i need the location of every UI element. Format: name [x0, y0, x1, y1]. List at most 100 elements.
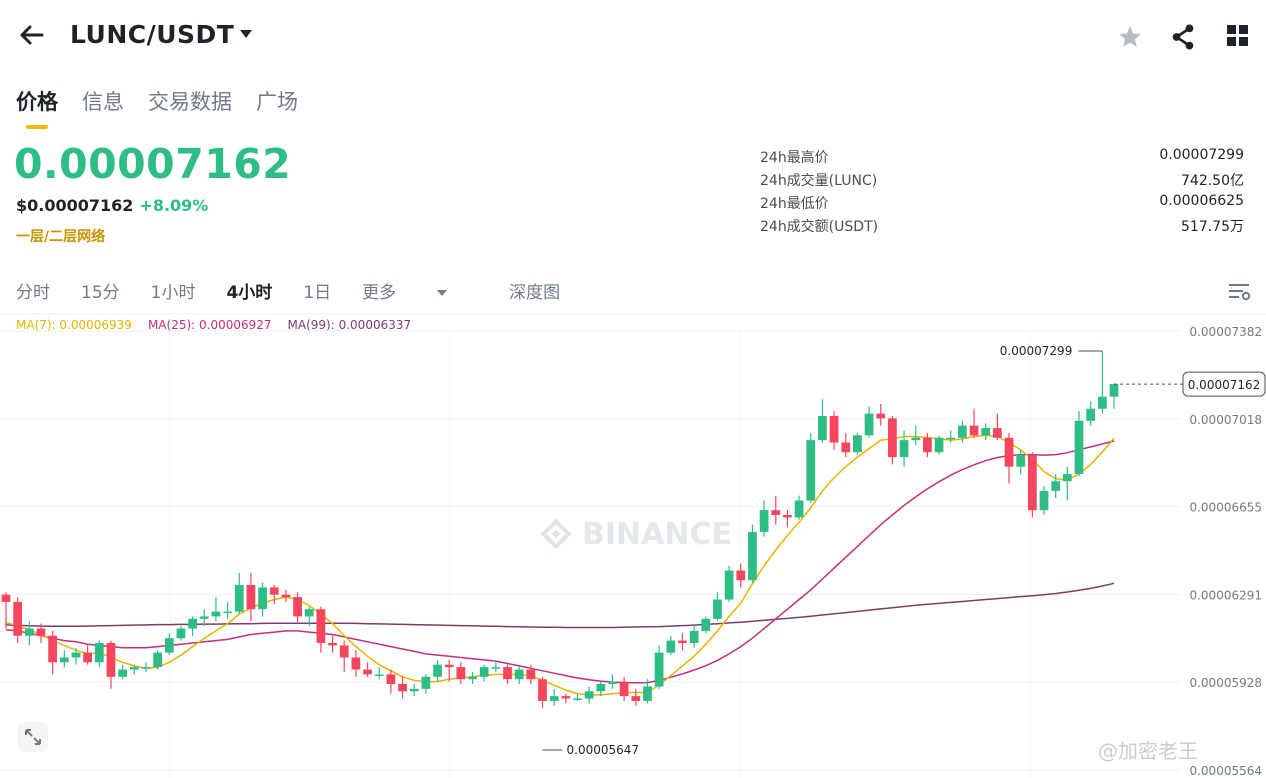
- candle: [129, 664, 139, 675]
- expand-button-bg: [18, 722, 48, 752]
- candle-body: [234, 585, 244, 612]
- watermark-text: BINANCE: [582, 517, 732, 552]
- interval-line[interactable]: 分时: [16, 283, 50, 303]
- candle: [573, 693, 582, 701]
- candle-body: [584, 691, 594, 699]
- ma7-line: [5, 434, 1115, 696]
- candle: [94, 640, 104, 668]
- interval-1d[interactable]: 1日: [303, 283, 332, 303]
- candle-body: [771, 510, 781, 516]
- category-tag[interactable]: 一层/二层网络: [16, 229, 106, 245]
- candle: [234, 572, 244, 615]
- tab-trading-data[interactable]: 交易数据: [148, 90, 232, 114]
- grid-menu-icon[interactable]: [1227, 25, 1249, 47]
- candle-body: [223, 611, 232, 614]
- last-price-box: [1182, 371, 1266, 397]
- interval-1h[interactable]: 1小时: [150, 283, 196, 303]
- interval-more[interactable]: 更多: [362, 278, 478, 303]
- candle-body: [829, 415, 839, 443]
- candle-body: [549, 696, 559, 701]
- candle: [1051, 473, 1061, 499]
- candle: [433, 659, 442, 682]
- candle-body: [958, 425, 967, 438]
- candle: [164, 633, 174, 656]
- candle: [561, 693, 571, 704]
- y-axis: 0.00007382 0.00007018 0.00006655 0.00006291…: [1189, 325, 1262, 778]
- depth-chart-tab[interactable]: 深度图: [509, 283, 561, 303]
- main-tabs: 价格 信息 交易数据 广场: [16, 86, 298, 116]
- y-tick-label: 0.00005928: [1189, 676, 1262, 690]
- stat-row: 24h最高价 0.00007299: [760, 147, 1266, 170]
- interval-15m[interactable]: 15分: [81, 283, 120, 303]
- candle-body: [468, 676, 477, 680]
- candle-body: [1074, 420, 1084, 474]
- candle: [794, 495, 804, 520]
- candle-body: [199, 616, 209, 619]
- candle-body: [1109, 384, 1119, 397]
- candle-body: [409, 688, 419, 692]
- candle-body: [269, 587, 279, 595]
- candle-body: [293, 597, 302, 617]
- candle-body: [129, 667, 139, 670]
- candle-body: [304, 609, 314, 617]
- pair-title[interactable]: LUNC/USDT: [70, 20, 235, 49]
- candle: [71, 647, 81, 665]
- candle: [141, 662, 151, 672]
- candle: [946, 430, 956, 443]
- candle-body: [899, 440, 909, 458]
- candle-body: [71, 652, 81, 658]
- tab-price[interactable]: 价格: [16, 90, 58, 114]
- candle: [631, 688, 641, 706]
- candle-body: [503, 667, 512, 680]
- more-label: 更多: [362, 283, 397, 303]
- candle: [1097, 351, 1107, 414]
- share-icon[interactable]: [1170, 23, 1196, 51]
- stat-row: 24h最低价 0.00006625: [760, 193, 1266, 216]
- candle-body: [678, 640, 687, 643]
- pair-dropdown-icon[interactable]: [240, 30, 252, 38]
- interval-4h[interactable]: 4小时: [226, 283, 273, 303]
- candle-body: [351, 657, 361, 670]
- candle-body: [141, 667, 151, 669]
- binance-logo-icon: [540, 518, 572, 550]
- candle: [351, 650, 361, 677]
- candle-body: [992, 428, 1002, 438]
- candle: [514, 667, 524, 685]
- candle-body: [631, 696, 641, 701]
- tab-square[interactable]: 广场: [256, 90, 298, 114]
- candle-body: [923, 437, 932, 453]
- y-tick-label: 0.00006291: [1189, 588, 1262, 602]
- stat-value: 0.00007299: [1159, 147, 1244, 163]
- star-icon[interactable]: [1117, 24, 1143, 50]
- candle-body: [59, 657, 69, 663]
- candlestick-chart[interactable]: BINANCE 0.000073820.000070180.000066550.…: [0, 312, 1266, 778]
- candle: [1027, 452, 1037, 518]
- candle: [304, 606, 314, 627]
- chart-settings-icon[interactable]: [1229, 283, 1251, 301]
- candle: [1004, 432, 1014, 484]
- candle: [981, 423, 991, 441]
- candle: [759, 500, 769, 537]
- candle: [958, 420, 967, 443]
- candle-body: [806, 440, 816, 501]
- candle-body: [444, 664, 454, 668]
- candle-body: [456, 667, 466, 680]
- last-price: 0.00007162: [14, 140, 292, 188]
- candle-body: [794, 500, 804, 518]
- back-arrow-icon[interactable]: [16, 20, 46, 50]
- candle-body: [1016, 454, 1026, 467]
- candle: [269, 585, 279, 605]
- corner-watermark: @加密老王: [1098, 739, 1198, 763]
- candle-body: [1097, 396, 1107, 409]
- candle: [1016, 449, 1026, 474]
- tab-info[interactable]: 信息: [82, 90, 124, 114]
- candle-body: [759, 510, 769, 532]
- candle-body: [164, 638, 174, 653]
- stat-row: 24h成交额(USDT) 517.75万: [760, 216, 1266, 239]
- candle: [969, 408, 979, 438]
- candle-body: [24, 628, 34, 636]
- candle-body: [783, 515, 792, 518]
- candle: [281, 589, 291, 602]
- chevron-down-icon: [437, 290, 448, 296]
- stats-panel: 24h最高价 0.00007299 24h成交量(LUNC) 742.50亿 24h…: [760, 147, 1266, 239]
